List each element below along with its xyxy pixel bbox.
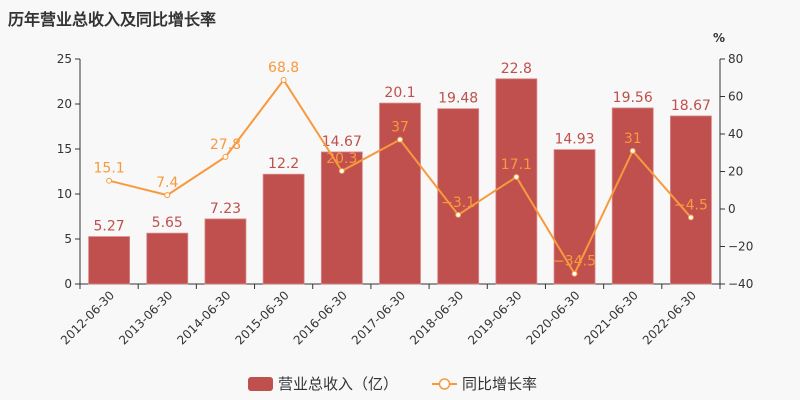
left-axis-tick-label: 20: [57, 97, 72, 111]
revenue-bar-label: 19.56: [613, 90, 653, 106]
growth-rate-label: 27.8: [210, 137, 241, 153]
revenue-bar-label: 5.65: [152, 215, 183, 231]
x-axis-category-label: 2015-06-30: [233, 288, 292, 347]
revenue-bar: [204, 218, 247, 285]
right-axis-tick-label: 80: [728, 52, 743, 66]
growth-rate-label: 7.4: [156, 175, 178, 191]
x-axis-category-label: 2012-06-30: [58, 288, 117, 347]
x-axis-category-label: 2019-06-30: [465, 288, 524, 347]
growth-rate-label: 17.1: [501, 157, 532, 173]
growth-rate-point: [338, 167, 345, 174]
legend-line-marker-icon: [438, 378, 451, 390]
growth-rate-point: [455, 211, 462, 218]
revenue-bar-label: 14.93: [554, 132, 594, 148]
revenue-bar: [146, 232, 189, 285]
revenue-bar-label: 7.23: [210, 201, 241, 217]
growth-rate-label: 68.8: [268, 60, 299, 76]
legend-line-label: 同比增长率: [462, 375, 537, 393]
x-axis-category-label: 2020-06-30: [523, 288, 582, 347]
x-axis-category-label: 2017-06-30: [349, 288, 408, 347]
revenue-bar: [553, 149, 596, 285]
revenue-bar-label: 18.67: [671, 98, 711, 114]
left-axis-tick-label: 10: [57, 187, 72, 201]
right-axis-tick-label: 60: [728, 90, 743, 104]
growth-rate-point: [513, 173, 520, 180]
x-axis-category-label: 2022-06-30: [640, 288, 699, 347]
revenue-bar: [88, 236, 130, 285]
x-axis-category-label: 2021-06-30: [582, 288, 641, 347]
right-axis-unit: %: [713, 31, 725, 45]
revenue-bar: [320, 151, 363, 285]
growth-rate-point: [222, 153, 229, 160]
revenue-bar-label: 22.8: [501, 61, 532, 77]
growth-rate-label: −3.1: [441, 195, 475, 211]
revenue-bar-label: 12.2: [268, 156, 299, 172]
revenue-bar-label: 14.67: [322, 134, 362, 150]
growth-rate-point: [106, 177, 113, 184]
x-axis-category-label: 2013-06-30: [116, 288, 175, 347]
growth-rate-label: −4.5: [674, 197, 708, 213]
growth-rate-label: −34.5: [553, 254, 596, 270]
left-axis-tick-label: 25: [57, 52, 72, 66]
growth-rate-point: [164, 192, 171, 199]
left-axis-tick-label: 0: [64, 277, 72, 291]
left-axis-tick-label: 5: [64, 232, 72, 246]
growth-rate-label: 15.1: [94, 161, 125, 177]
x-axis-category-label: 2016-06-30: [291, 288, 350, 347]
growth-rate-point: [280, 77, 287, 83]
revenue-bar-label: 5.27: [94, 219, 125, 235]
legend-bar-label: 营业总收入（亿）: [278, 375, 398, 393]
left-axis-tick-label: 15: [57, 142, 72, 156]
growth-rate-point: [571, 270, 578, 277]
revenue-bar-label: 19.48: [438, 91, 478, 107]
right-axis-tick-label: 20: [728, 165, 743, 179]
growth-rate-point: [629, 147, 636, 154]
right-axis-tick-label: −40: [728, 277, 753, 291]
legend-bar-swatch: [248, 377, 273, 391]
right-axis-tick-label: 0: [728, 202, 736, 216]
growth-rate-point: [397, 136, 403, 143]
revenue-bar: [670, 115, 712, 285]
revenue-bar: [611, 107, 654, 285]
growth-rate-label: 31: [624, 131, 642, 147]
x-axis-category-label: 2014-06-30: [174, 288, 233, 347]
revenue-bar: [379, 102, 421, 285]
growth-rate-point: [687, 214, 694, 221]
growth-rate-label: 37: [391, 120, 409, 136]
growth-rate-label: 20.3: [326, 151, 357, 167]
chart-title: 历年营业总收入及同比增长率: [8, 10, 217, 29]
right-axis-tick-label: −20: [728, 240, 753, 254]
x-axis-category-label: 2018-06-30: [407, 288, 466, 347]
revenue-bar: [262, 173, 305, 285]
right-axis-tick-label: 40: [728, 127, 743, 141]
revenue-bar: [495, 78, 538, 285]
revenue-bar-label: 20.1: [384, 85, 415, 101]
